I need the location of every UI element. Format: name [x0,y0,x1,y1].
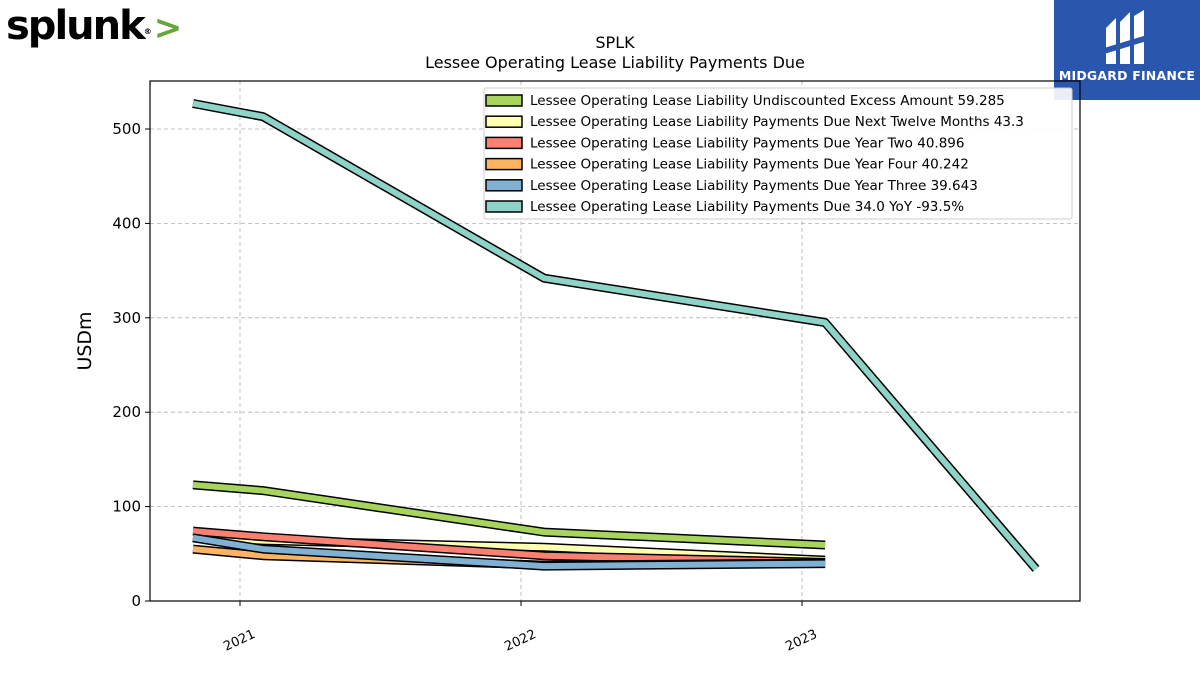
registered-mark: ® [143,27,152,36]
series-line-0 [192,481,826,548]
legend-label-4: Lessee Operating Lease Liability Payment… [530,178,978,194]
splunk-chevron-icon: > [153,8,183,48]
legend-label-3: Lessee Operating Lease Liability Payment… [530,157,969,173]
plot-frame [149,80,1081,602]
y-tick-label: 400 [112,214,141,232]
chart-title: SPLK [595,33,635,52]
legend: Lessee Operating Lease Liability Undisco… [483,87,1073,220]
y-tick-label: 100 [112,498,141,516]
series-line-2 [192,528,826,566]
legend-swatch-5 [485,200,523,213]
legend-label-1: Lessee Operating Lease Liability Payment… [530,114,1024,130]
y-axis-label: USDm [74,311,96,370]
splunk-logo: splunk®> [6,2,182,52]
midgard-finance-logo: MIDGARD FINANCE [1054,0,1200,100]
legend-swatch-0 [485,94,523,107]
legend-swatch-4 [485,179,523,192]
y-tick-label: 300 [112,309,141,327]
legend-label-2: Lessee Operating Lease Liability Payment… [530,135,964,151]
midgard-wordmark: MIDGARD FINANCE [1058,68,1196,83]
series-line-4 [192,534,826,570]
chart-subtitle: Lessee Operating Lease Liability Payment… [425,53,805,72]
y-tick-label: 200 [112,403,141,421]
x-tick-label: 2021 [221,627,257,655]
legend-label-5: Lessee Operating Lease Liability Payment… [530,199,964,215]
x-tick-label: 2023 [783,627,819,655]
legend-swatch-3 [485,157,523,171]
legend-swatch-1 [485,115,523,128]
midgard-mark-icon [1104,10,1150,64]
legend-frame [483,87,1073,220]
series-line-5 [192,100,1039,571]
legend-swatch-2 [485,136,523,150]
y-tick-label: 0 [131,592,141,610]
legend-label-0: Lessee Operating Lease Liability Undisco… [530,93,1005,109]
splunk-logo-text: splunk [6,3,146,49]
y-tick-label: 500 [112,120,141,138]
x-tick-label: 2022 [502,627,538,655]
